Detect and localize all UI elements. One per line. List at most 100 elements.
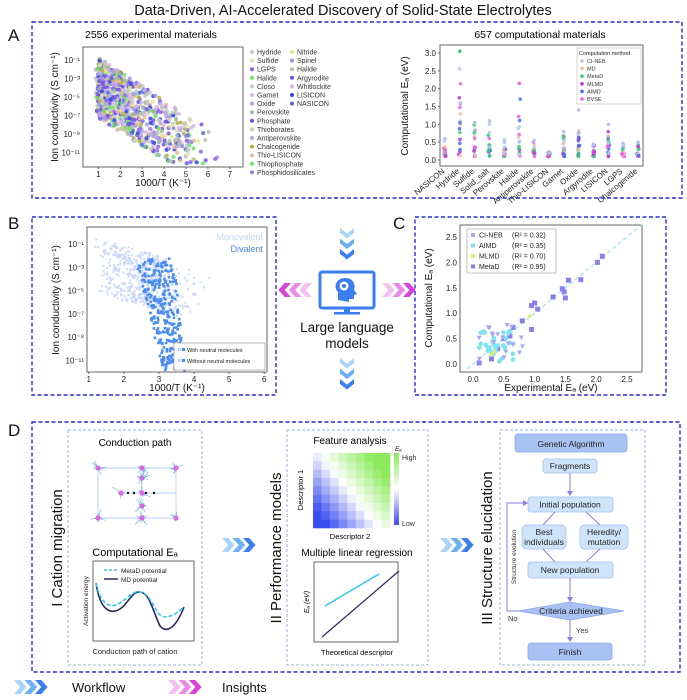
monovalent-point [148, 255, 151, 258]
divalent-point [149, 259, 152, 263]
data-point [562, 146, 566, 150]
data-point [111, 82, 116, 87]
divalent-point [170, 295, 174, 299]
legend-item: Spinel [297, 58, 317, 65]
divalent-point [158, 339, 161, 342]
legend-r2: (R² = 0.32) [512, 233, 546, 240]
monovalent-point [134, 286, 137, 289]
data-point [134, 104, 139, 109]
monovalent-point [152, 260, 156, 263]
divalent-point [170, 322, 174, 326]
monovalent-point [115, 293, 118, 296]
divalent-point [152, 269, 156, 272]
monovalent-point [153, 275, 156, 278]
data-point [516, 114, 521, 119]
monovalent-point [199, 281, 202, 284]
data-point [142, 115, 147, 120]
legend-item: Nitride [297, 50, 317, 57]
monovalent-point [153, 263, 156, 266]
no-label: No [508, 614, 518, 623]
data-point [134, 84, 139, 89]
plot-area [86, 226, 268, 373]
data-point [176, 111, 181, 116]
heatmap-cell [364, 494, 374, 504]
data-point [636, 147, 641, 152]
divalent-point [163, 302, 167, 305]
data-point [121, 107, 126, 112]
monovalent-point [114, 294, 117, 297]
node-heredity-2: mutation [588, 537, 621, 547]
data-point [174, 128, 179, 133]
monovalent-point [150, 277, 154, 281]
monovalent-point [113, 268, 116, 271]
legend-marker [580, 59, 584, 63]
data-point [184, 138, 189, 143]
data-point [516, 126, 520, 131]
legend-item: NASICON [297, 101, 329, 108]
data-point [128, 133, 133, 138]
divalent-point [171, 280, 175, 284]
divalent-point [161, 306, 164, 309]
heatmap-cell [347, 478, 357, 487]
data-point [170, 110, 175, 115]
data-point [517, 147, 521, 151]
monovalent-point [151, 294, 154, 297]
data-point [621, 142, 625, 146]
data-point [443, 136, 447, 141]
cineb-point [519, 344, 525, 349]
data-point [517, 81, 522, 86]
monovalent-point [183, 277, 186, 280]
monovalent-point [145, 263, 148, 266]
data-point [166, 131, 171, 136]
divalent-point [159, 297, 162, 301]
legend-item: Sulfide [257, 58, 279, 65]
divalent-point [173, 297, 177, 301]
divalent-point [166, 270, 170, 273]
y-tick-label: 10⁻⁵ [68, 287, 84, 296]
conduction-path-title: Conduction path [99, 438, 172, 449]
panel-label-b: B [8, 214, 19, 233]
legend-item: Argyrodite [297, 75, 329, 82]
monovalent-point [135, 299, 138, 302]
monovalent-point [136, 277, 139, 281]
y-axis-label: Computational Eₐ (eV) [400, 56, 411, 155]
chevron [35, 680, 48, 694]
data-point [123, 100, 128, 105]
monovalent-point [146, 282, 149, 286]
monovalent-point [164, 258, 167, 261]
data-point [159, 105, 164, 110]
divalent-point [166, 315, 170, 319]
feature-analysis-title: Feature analysis [313, 436, 386, 447]
x-tick-label: 1.5 [560, 375, 572, 384]
monovalent-point [167, 296, 170, 299]
data-point [486, 133, 491, 138]
data-point [114, 68, 119, 73]
legend-marker [580, 89, 584, 94]
heatmap-cell [313, 461, 322, 470]
divalent-point [177, 322, 181, 326]
aimd-point [478, 341, 484, 346]
aimd-point [497, 359, 502, 364]
monovalent-point [128, 259, 132, 262]
chevron [340, 238, 354, 249]
cation-atom [139, 465, 145, 471]
monovalent-point [127, 275, 130, 278]
divalent-point [153, 284, 157, 288]
data-point [96, 71, 101, 76]
x-axis-label: 1000/T (K⁻¹) [135, 178, 191, 189]
divalent-point [156, 321, 159, 324]
divalent-point [142, 278, 146, 282]
data-point [169, 134, 174, 139]
legend-marker [250, 58, 254, 63]
divalent-point [156, 316, 160, 320]
monovalent-point [126, 289, 130, 293]
monovalent-point [186, 288, 189, 291]
data-point [183, 133, 188, 138]
workflow-chevrons-icon [440, 538, 474, 552]
divalent-point [155, 331, 159, 335]
data-point [148, 147, 153, 152]
workflow-chevrons-icon [222, 538, 256, 552]
x-tick-label: 6 [262, 375, 267, 384]
data-point [139, 142, 144, 147]
data-point [128, 121, 133, 126]
